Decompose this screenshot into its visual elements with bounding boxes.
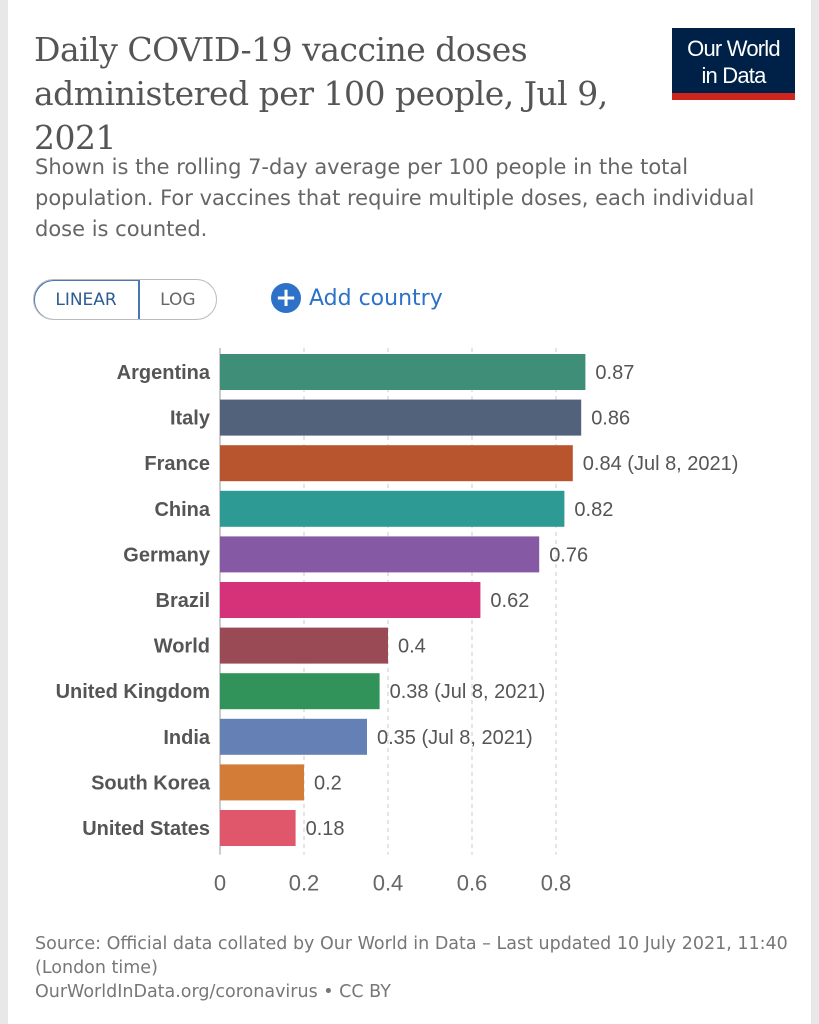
category-label: India <box>163 727 211 749</box>
chart-footer: Source: Official data collated by Our Wo… <box>35 932 795 1004</box>
category-label: Italy <box>170 408 211 430</box>
owid-logo[interactable]: Our World in Data <box>672 28 795 100</box>
category-label: United Kingdom <box>56 681 210 703</box>
x-tick-label: 0 <box>214 871 226 896</box>
linear-scale-button[interactable]: LINEAR <box>34 280 140 319</box>
category-label: South Korea <box>91 772 211 794</box>
bar-world <box>220 627 388 664</box>
value-label: 0.4 <box>398 636 426 658</box>
source-link[interactable]: OurWorldInData.org/coronavirus • CC BY <box>35 982 391 1002</box>
source-note: Source: Official data collated by Our Wo… <box>35 934 788 978</box>
category-label: China <box>154 499 210 521</box>
plus-icon: + <box>271 283 301 313</box>
category-label: United States <box>82 818 210 840</box>
bar-italy <box>220 399 582 436</box>
logo-line-2: in Data <box>701 63 766 88</box>
scale-toggle: LINEAR LOG <box>33 279 217 320</box>
x-tick-label: 0.6 <box>457 871 488 896</box>
bar-france <box>220 445 573 482</box>
value-label: 0.62 <box>490 590 529 612</box>
x-tick-label: 0.8 <box>541 871 572 896</box>
x-tick-label: 0.2 <box>289 871 320 896</box>
value-label: 0.76 <box>549 544 588 566</box>
chart-subtitle: Shown is the rolling 7-day average per 1… <box>35 155 755 241</box>
right-edge <box>811 0 819 1024</box>
category-label: France <box>144 453 210 475</box>
bar-united-states <box>220 810 296 846</box>
bar-chart: Argentina 0.87 Italy 0.86 France 0.84 (Jul 8,… <box>56 348 739 896</box>
add-country-label: Add country <box>309 285 443 311</box>
chart-title: Daily COVID-19 vaccine doses administere… <box>34 30 608 157</box>
bar-argentina <box>220 354 586 390</box>
category-label: Germany <box>123 544 211 566</box>
category-label: Brazil <box>156 590 210 612</box>
value-label: 0.38 (Jul 8, 2021) <box>390 681 546 703</box>
bar-brazil <box>220 582 481 618</box>
bar-germany <box>220 536 540 573</box>
value-label: 0.18 <box>306 818 345 840</box>
value-label: 0.82 <box>574 499 613 521</box>
logo-line-1: Our World <box>687 36 780 61</box>
add-country-button[interactable]: + Add country <box>271 283 443 313</box>
value-label: 0.84 (Jul 8, 2021) <box>583 453 739 475</box>
left-edge <box>0 0 8 1024</box>
value-label: 0.2 <box>314 772 342 794</box>
category-label: World <box>154 636 210 658</box>
value-label: 0.87 <box>595 362 634 384</box>
bar-united-kingdom <box>220 673 380 710</box>
bar-india <box>220 718 367 755</box>
log-scale-button[interactable]: LOG <box>160 289 196 310</box>
bar-china <box>220 490 565 527</box>
value-label: 0.35 (Jul 8, 2021) <box>377 727 533 749</box>
value-label: 0.86 <box>591 408 630 430</box>
category-label: Argentina <box>117 362 211 384</box>
x-tick-label: 0.4 <box>373 871 404 896</box>
bar-south-korea <box>220 764 304 801</box>
